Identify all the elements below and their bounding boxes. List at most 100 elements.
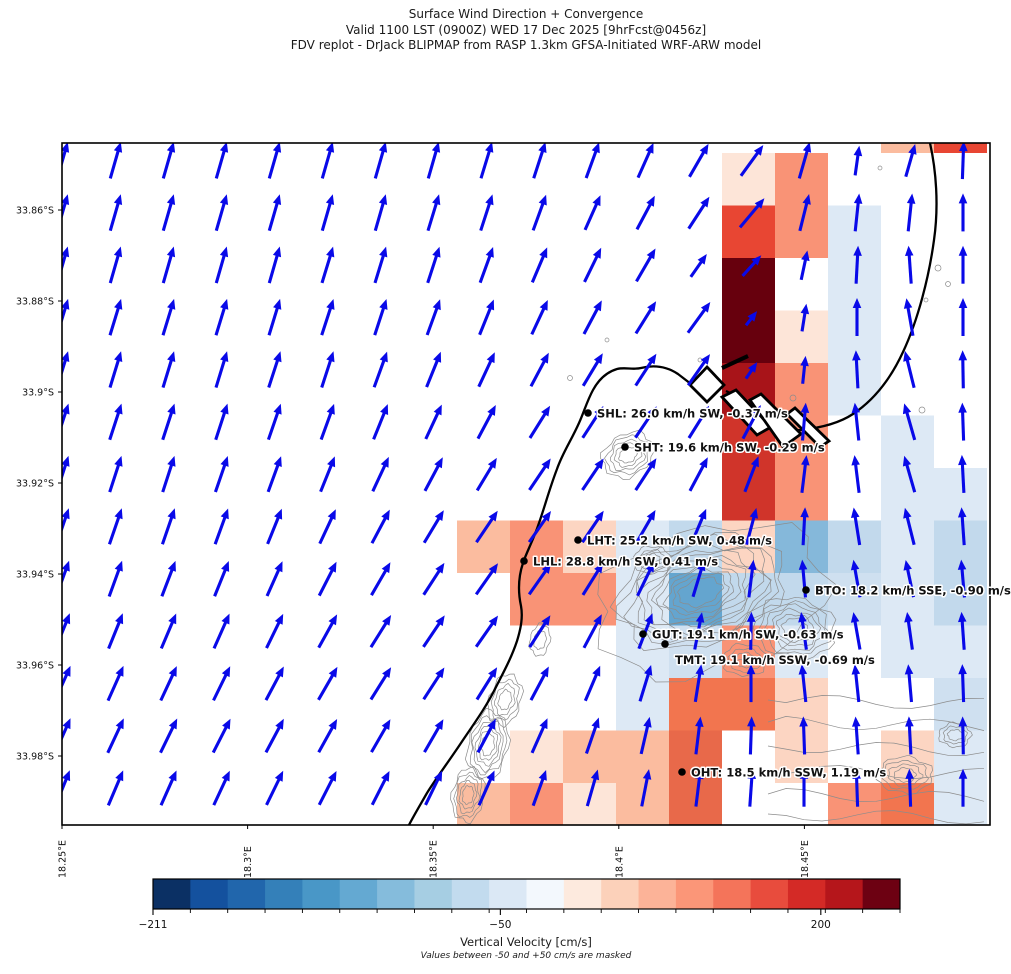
wind-arrow-shaft (904, 462, 917, 493)
wind-arrow-shaft (960, 462, 966, 493)
colorbar-segment (489, 879, 527, 909)
wind-arrow-head (166, 143, 176, 153)
wind-arrow-head (591, 143, 600, 154)
wind-arrow-head (272, 246, 282, 258)
wind-arrow-head (748, 559, 757, 571)
wind-arrow-head (221, 561, 230, 572)
wind-arrow-shaft (476, 411, 494, 440)
wind-arrow (107, 613, 124, 650)
wind-arrow (851, 402, 861, 441)
wind-arrow-shaft (854, 724, 860, 755)
wind-arrow-shaft (528, 464, 548, 491)
wind-arrow-head (378, 143, 388, 153)
wind-arrow (317, 666, 338, 701)
colorbar-segment (526, 879, 565, 909)
station-label: SHL: 26.0 km/h SW, -0.37 m/s (597, 407, 788, 421)
wind-arrow-shaft (318, 515, 334, 545)
wind-arrow (62, 560, 70, 585)
wind-arrow (903, 298, 915, 337)
wind-arrow (214, 403, 229, 441)
wind-arrow-shaft (689, 515, 705, 545)
wind-arrow (852, 716, 861, 755)
wind-arrow-head (958, 402, 967, 413)
wind-arrow (584, 717, 600, 754)
wind-arrow-shaft (161, 410, 174, 441)
wind-arrow-head (540, 352, 549, 364)
wind-arrow-head (646, 248, 656, 260)
station-marker (678, 768, 686, 776)
convergence-cell (828, 258, 881, 311)
colorbar-segment (675, 879, 714, 909)
wind-arrow-shaft (741, 260, 758, 278)
colorbar-axis-label: Vertical Velocity [cm/s] (460, 935, 592, 949)
wind-arrow-shaft (108, 253, 121, 284)
wind-arrow-head (275, 666, 284, 678)
wind-arrow-shaft (267, 253, 280, 284)
colorbar-segment (601, 879, 640, 909)
wind-arrow-head (594, 458, 604, 470)
wind-arrow-shaft (739, 150, 760, 177)
wind-arrow-head (168, 613, 177, 625)
convergence-cell (563, 783, 616, 825)
wind-arrow-head (432, 194, 441, 206)
wind-arrow-head (432, 246, 441, 258)
wind-arrow (265, 561, 283, 597)
wind-arrow-shaft (689, 259, 704, 278)
wind-arrow-head (800, 303, 810, 315)
wind-arrow-shaft (635, 202, 653, 231)
wind-arrow-shaft (370, 725, 388, 753)
wind-arrow (634, 353, 657, 387)
x-axis-tick-label: 18.4°E (614, 846, 625, 878)
wind-arrow-shaft (320, 358, 333, 388)
wind-arrow (532, 143, 547, 179)
wind-arrow (319, 403, 335, 441)
wind-arrow (958, 611, 967, 650)
wind-arrow (741, 405, 761, 440)
wind-arrow-shaft (960, 567, 967, 598)
wind-arrow (108, 403, 123, 441)
wind-arrow-head (647, 353, 657, 365)
wind-arrow-shaft (635, 516, 653, 544)
wind-arrow-head (747, 768, 756, 779)
y-axis-tick-label: 33.92°S (16, 479, 54, 490)
wind-arrow-head (487, 718, 496, 730)
wind-arrow-shaft (212, 777, 228, 806)
wind-arrow-head (699, 457, 708, 469)
wind-arrow-shaft (474, 568, 495, 596)
wind-arrow (799, 716, 808, 755)
wind-arrow (267, 298, 282, 336)
wind-arrow-shaft (62, 567, 68, 585)
wind-arrow (479, 143, 494, 179)
wind-arrow (214, 246, 229, 284)
contour-ring (494, 682, 516, 716)
wind-arrow-head (904, 612, 913, 623)
wind-arrow (477, 770, 495, 806)
wind-arrow-shaft (527, 568, 548, 596)
wind-arrow-head (700, 302, 711, 313)
wind-arrow (426, 246, 441, 284)
wind-arrow (159, 770, 177, 806)
wind-arrow-head (167, 351, 176, 362)
wind-arrow-head (853, 193, 863, 204)
wind-arrow-shaft (108, 358, 121, 389)
wind-arrow (212, 666, 231, 702)
colorbar-segment (153, 879, 191, 909)
wind-arrow (318, 509, 336, 545)
station-label: SHT: 19.6 km/h SW, -0.29 m/s (634, 441, 825, 455)
wind-arrow-shaft (106, 672, 122, 702)
convergence-cell (669, 678, 722, 731)
wind-arrow (266, 403, 282, 441)
convergence-cell (828, 783, 881, 825)
wind-arrow-head (486, 299, 495, 311)
wind-arrow-head (220, 508, 229, 520)
wind-arrow-head (113, 143, 123, 153)
wind-arrow (373, 299, 388, 336)
wind-arrow-shaft (161, 201, 174, 232)
contour-ring (528, 622, 552, 657)
wind-arrow (530, 247, 548, 283)
wind-arrow (62, 298, 70, 325)
wind-arrow-shaft (161, 463, 174, 493)
wind-arrow-shaft (688, 463, 706, 492)
wind-arrow-head (958, 298, 968, 308)
wind-arrow-head (541, 563, 551, 574)
